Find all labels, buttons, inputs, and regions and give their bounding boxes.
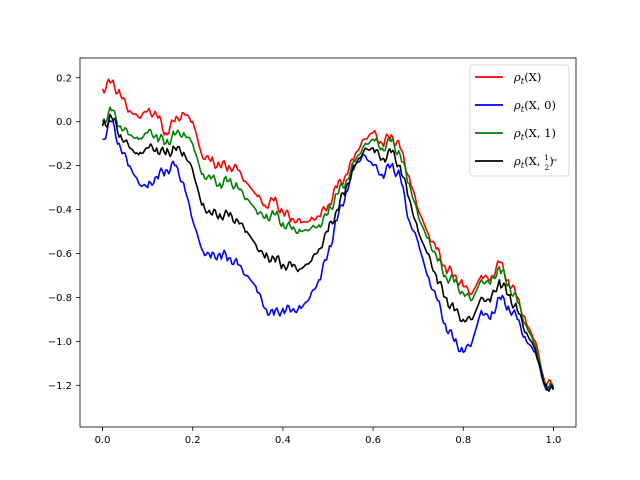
y-axis: 0.2 0.0 −0.2 −0.4 −0.6 −0.8 −1.0 −1.2 (48, 73, 80, 392)
x-tick-label: 0.4 (275, 435, 291, 446)
x-tick-label: 0.8 (455, 435, 471, 446)
y-tick-label: −1.0 (48, 337, 72, 348)
y-tick-label: −1.2 (48, 381, 72, 392)
y-tick-label: −0.4 (48, 205, 72, 216)
y-tick-label: −0.2 (48, 161, 72, 172)
legend: ρt(X) ρt(X, 0) ρt(X, 1) ρt(X, 1 2) (469, 64, 570, 177)
series-line (102, 120, 555, 391)
y-tick-label: −0.8 (48, 293, 72, 304)
series-line (101, 78, 554, 387)
legend-label: ρt(X, 1 2) (513, 153, 554, 172)
x-tick-label: 0.2 (185, 435, 201, 446)
series-line (101, 106, 555, 390)
series-line (101, 113, 555, 392)
series-layer (101, 78, 555, 392)
legend-box (469, 64, 570, 177)
x-axis: 0.0 0.2 0.4 0.6 0.8 1.0 (95, 427, 562, 446)
x-tick-label: 0.0 (95, 435, 111, 446)
x-tick-label: 0.6 (365, 435, 381, 446)
legend-label: ρt(X) (513, 70, 541, 87)
x-tick-label: 1.0 (546, 435, 562, 446)
legend-label: ρt(X, 0) (513, 98, 556, 115)
legend-label: ρt(X, 1) (513, 126, 556, 143)
y-tick-label: 0.2 (56, 73, 72, 84)
y-tick-label: 0.0 (56, 117, 72, 128)
plot-frame (79, 57, 577, 428)
y-tick-label: −0.6 (48, 249, 72, 260)
